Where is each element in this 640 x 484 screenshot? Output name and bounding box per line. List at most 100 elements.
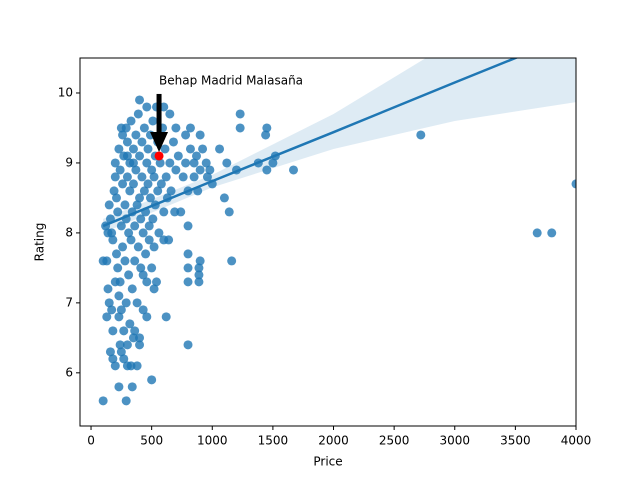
point	[142, 158, 152, 168]
point	[161, 172, 171, 182]
point	[131, 130, 141, 140]
point	[139, 123, 149, 133]
point	[135, 333, 145, 343]
point	[168, 137, 178, 147]
point	[104, 200, 114, 210]
point	[156, 179, 166, 189]
point	[122, 137, 132, 147]
point	[194, 263, 204, 273]
point	[131, 165, 141, 175]
point	[149, 242, 159, 252]
point	[135, 193, 145, 203]
point	[155, 158, 165, 168]
axes-frame	[79, 57, 577, 427]
point	[153, 186, 163, 196]
point	[194, 270, 204, 280]
point	[165, 109, 175, 119]
point	[165, 158, 175, 168]
point	[185, 123, 195, 133]
point	[108, 354, 118, 364]
point	[142, 312, 152, 322]
point	[132, 200, 142, 210]
point	[108, 235, 118, 245]
point	[108, 326, 118, 336]
annotation-text: Behap Madrid Malasaña	[159, 73, 303, 87]
regression-line	[102, 58, 519, 228]
point	[183, 263, 193, 273]
point	[122, 151, 132, 161]
point	[138, 270, 148, 280]
point	[126, 235, 136, 245]
point	[125, 319, 135, 329]
x-tick-label: 0	[87, 434, 95, 448]
point	[124, 228, 134, 238]
point	[161, 312, 171, 322]
x-tick-label: 1000	[197, 434, 228, 448]
point	[119, 326, 129, 336]
point	[120, 256, 130, 266]
point	[176, 207, 186, 217]
x-tick-label: 1500	[258, 434, 289, 448]
point	[110, 361, 120, 371]
point	[119, 354, 129, 364]
point	[127, 284, 137, 294]
point	[122, 172, 132, 182]
point	[114, 312, 124, 322]
point	[126, 116, 136, 126]
x-tick-label: 3000	[439, 434, 470, 448]
x-tick-label: 4000	[561, 434, 592, 448]
x-tick-label: 500	[140, 434, 163, 448]
point	[109, 186, 119, 196]
point	[115, 340, 125, 350]
point	[127, 382, 137, 392]
point	[183, 340, 193, 350]
point	[98, 396, 108, 406]
point	[194, 277, 204, 287]
point	[183, 277, 193, 287]
point	[135, 95, 145, 105]
point	[135, 151, 145, 161]
point	[103, 228, 113, 238]
point	[178, 172, 188, 182]
point	[171, 123, 181, 133]
point	[205, 165, 215, 175]
point	[148, 116, 158, 126]
point	[121, 298, 131, 308]
point	[148, 214, 158, 224]
point	[122, 361, 132, 371]
plot-area	[98, 58, 576, 406]
point	[130, 326, 140, 336]
point	[142, 277, 152, 287]
point	[111, 249, 121, 259]
point	[164, 235, 174, 245]
y-tick-label: 10	[58, 85, 73, 99]
point	[227, 256, 237, 266]
point	[202, 172, 212, 182]
x-tick-label: 3500	[500, 434, 531, 448]
point	[222, 158, 232, 168]
point	[235, 109, 245, 119]
y-tick-label: 9	[65, 155, 73, 169]
point	[261, 130, 271, 140]
point	[144, 235, 154, 245]
point	[159, 207, 169, 217]
point	[116, 305, 126, 315]
point	[128, 179, 138, 189]
point	[185, 144, 195, 154]
point	[102, 312, 112, 322]
point	[114, 382, 124, 392]
point	[116, 123, 126, 133]
point	[416, 130, 426, 140]
point	[189, 172, 199, 182]
point	[111, 193, 121, 203]
point	[133, 242, 143, 252]
point	[198, 144, 208, 154]
point	[201, 158, 211, 168]
point	[137, 137, 147, 147]
point	[145, 193, 155, 203]
point	[219, 193, 229, 203]
point	[133, 109, 143, 119]
point	[141, 249, 151, 259]
point	[113, 207, 123, 217]
point	[135, 340, 145, 350]
